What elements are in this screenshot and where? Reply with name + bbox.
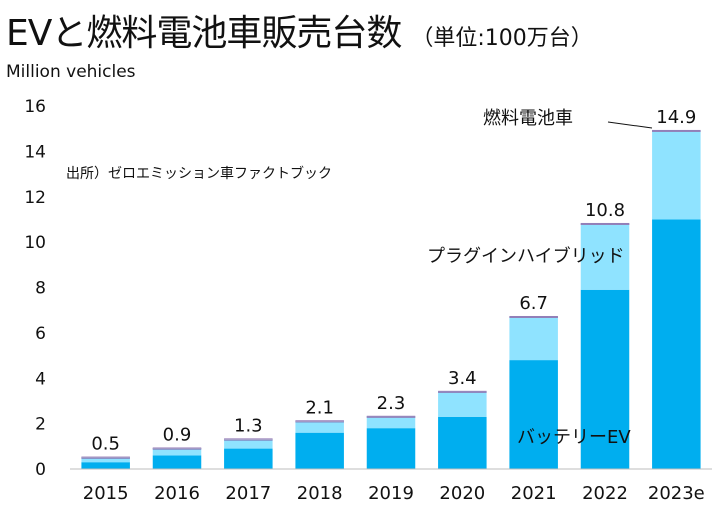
annotation-phev: プラグインハイブリッド [427, 245, 625, 267]
y-tick-label: 16 [24, 97, 46, 117]
x-tick-label: 2021 [511, 483, 557, 504]
x-tick-label: 2017 [225, 483, 271, 504]
bar-segment [509, 316, 558, 361]
bar-segment [81, 457, 130, 463]
y-tick-label: 8 [35, 279, 46, 299]
x-tick-label: 2022 [582, 483, 628, 504]
y-tick-label: 12 [24, 188, 46, 208]
y-tick-label: 2 [35, 415, 46, 435]
bar-segment [438, 391, 487, 417]
bar-segment [366, 428, 416, 469]
bar-segment [652, 130, 701, 220]
x-tick-label: 2018 [297, 483, 343, 504]
bar-segment [295, 421, 344, 433]
total-value-label: 0.5 [91, 434, 120, 455]
y-tick-label: 4 [35, 369, 46, 389]
annotation-bev: バッテリーEV [517, 427, 631, 448]
bar-segment [652, 219, 701, 469]
x-tick-label: 2020 [439, 483, 485, 504]
bar-segment [224, 439, 273, 449]
unit-note: （単位:100万台） [411, 26, 593, 51]
y-tick-label: 14 [24, 142, 46, 162]
total-value-label: 1.3 [234, 416, 263, 437]
bar-segment [152, 448, 202, 456]
y-axis-ticks: 0 2 4 6 8 10 12 14 16 [24, 97, 46, 480]
x-axis-ticks: 2015 2016 2017 2018 2019 2020 2021 2022 2023e [83, 483, 705, 504]
y-axis-label: Million vehicles [6, 62, 136, 82]
x-tick-label: 2016 [154, 483, 200, 504]
x-tick-label: 2015 [83, 483, 129, 504]
total-value-label: 3.4 [448, 368, 477, 389]
chart-title: EVと燃料電池車販売台数 （単位:100万台） [6, 4, 593, 56]
bar-segment [580, 223, 630, 290]
x-tick-label: 2023e [648, 483, 705, 504]
y-tick-label: 0 [35, 460, 46, 480]
bar-segment [580, 289, 630, 469]
bar-segment [81, 462, 130, 469]
y-tick-label: 10 [24, 233, 46, 253]
bar-segment [509, 360, 558, 469]
total-value-label: 10.8 [585, 200, 625, 221]
total-value-label: 6.7 [519, 293, 548, 314]
bar-segment [224, 448, 273, 469]
total-labels: 0.5 0.9 1.3 2.1 2.3 3.4 6.7 10.8 14.9 [91, 107, 696, 455]
bar-segment [438, 416, 487, 469]
source-note: 出所）ゼロエミッション車ファクトブック [66, 166, 332, 182]
chart-title-text: EVと燃料電池車販売台数 [6, 13, 402, 54]
total-value-label: 14.9 [656, 107, 696, 128]
total-value-label: 0.9 [163, 425, 192, 446]
bar-segment [295, 432, 344, 469]
y-tick-label: 6 [35, 324, 46, 344]
fcv-leader-line [607, 121, 653, 129]
total-value-label: 2.1 [305, 397, 334, 418]
bar-segment [366, 416, 416, 429]
bar-group [81, 129, 701, 469]
bar-segment [152, 455, 202, 469]
total-value-label: 2.3 [377, 393, 406, 414]
annotation-fcv: 燃料電池車 [483, 108, 573, 129]
x-tick-label: 2019 [368, 483, 414, 504]
